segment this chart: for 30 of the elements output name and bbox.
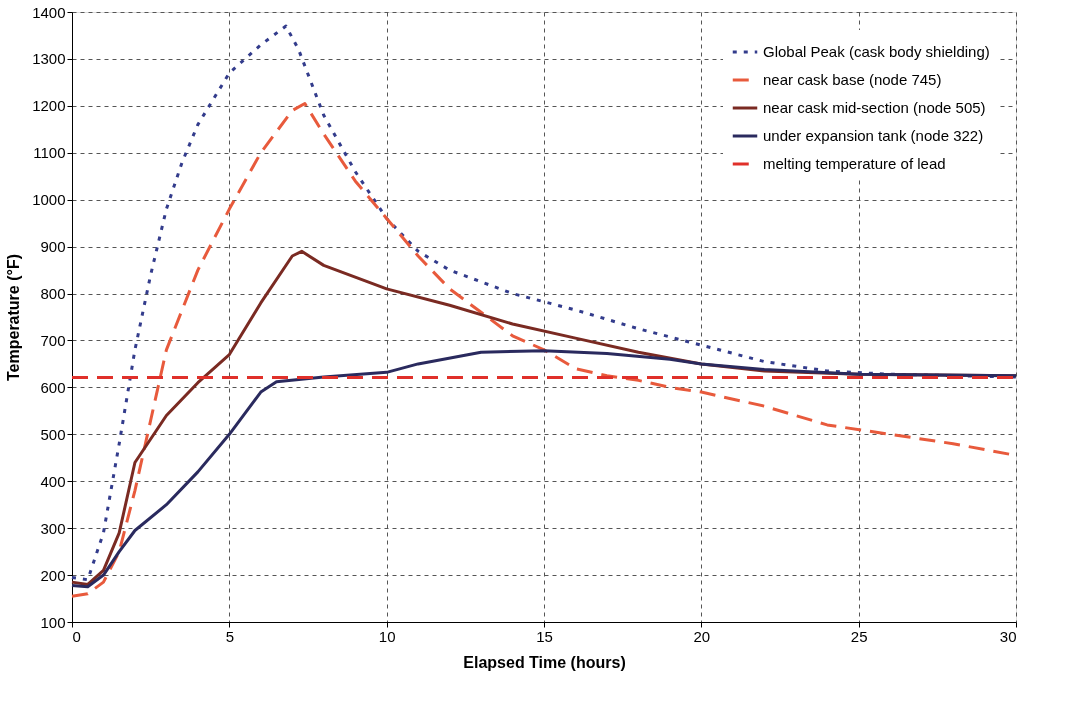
x-tick-label: 30 (999, 627, 1017, 645)
y-tick-label: 700 (40, 331, 66, 349)
y-tick-label: 500 (40, 425, 66, 443)
legend-label: melting temperature of lead (763, 155, 946, 172)
y-tick-label: 600 (40, 378, 66, 396)
x-axis-title: Elapsed Time (hours) (463, 653, 626, 671)
y-tick-label: 1000 (32, 191, 66, 209)
line-series (70, 24, 1018, 582)
y-tick-label: 900 (40, 238, 66, 256)
legend-label: near cask mid-section (node 505) (763, 99, 986, 116)
x-tick-label: 20 (693, 627, 711, 645)
y-tick-label: 300 (40, 519, 66, 537)
y-tick-label: 1400 (32, 3, 66, 21)
legend-label: Global Peak (cask body shielding) (763, 43, 990, 60)
y-axis-title: Temperature (°F) (5, 253, 23, 382)
x-tick-label: 5 (225, 627, 235, 645)
legend-label: under expansion tank (node 322) (763, 127, 984, 144)
x-tick-label: 15 (536, 627, 553, 645)
y-tick-label: 1300 (32, 50, 66, 68)
line-series (70, 349, 1018, 589)
x-tick-label: 10 (378, 627, 396, 645)
x-tick-label: 25 (850, 627, 868, 645)
y-tick-label: 1200 (32, 97, 66, 115)
y-tick-label: 400 (40, 472, 66, 490)
y-tick-label: 100 (40, 613, 66, 631)
y-tick-label: 200 (40, 566, 66, 584)
legend-label: near cask base (node 745) (763, 71, 942, 88)
y-tick-label: 800 (40, 285, 66, 303)
x-tick-label: 0 (72, 627, 81, 645)
y-tick-label: 1100 (33, 144, 66, 162)
